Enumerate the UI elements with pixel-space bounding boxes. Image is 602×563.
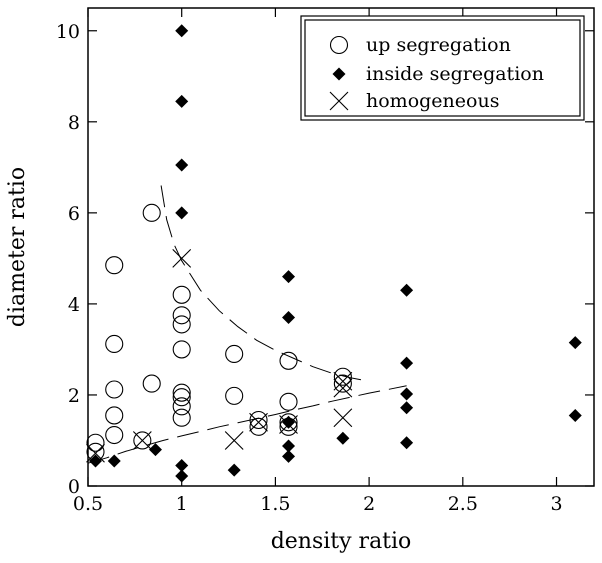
- inside-segregation-point: [148, 443, 162, 457]
- homogeneous-point: [333, 378, 353, 398]
- fit-curve-2: [87, 385, 407, 464]
- y-axis-label: diameter ratio: [5, 167, 30, 327]
- plot-frame: [87, 7, 595, 487]
- inside-segregation-point: [175, 94, 189, 108]
- inside-segregation-point: [175, 469, 189, 483]
- up-segregation-point: [172, 315, 191, 334]
- up-segregation-point: [172, 397, 191, 416]
- legend-marker-inside-segregation: [332, 67, 346, 81]
- legend-label-inside-segregation: inside segregation: [366, 63, 544, 85]
- homogeneous-point: [279, 415, 298, 434]
- x-tick-label: 0.5: [73, 493, 103, 515]
- up-segregation-point: [142, 203, 161, 222]
- homogeneous-point: [86, 443, 105, 463]
- homogeneous-point: [333, 371, 353, 391]
- up-segregation-point: [279, 413, 298, 432]
- up-segregation-point: [172, 340, 191, 359]
- legend-label-up-segregation: up segregation: [366, 34, 511, 56]
- inside-segregation-point: [282, 439, 296, 453]
- up-segregation-point: [142, 374, 161, 393]
- x-tick-label: 2.5: [448, 493, 478, 515]
- y-tick-label: 10: [56, 21, 80, 43]
- x-tick-label: 1: [176, 493, 188, 515]
- legend-marker-up-segregation: [329, 35, 349, 55]
- inside-segregation-point: [400, 387, 414, 401]
- x-tick-label: 1.5: [260, 493, 290, 515]
- up-segregation-point: [249, 417, 268, 436]
- inside-segregation-point: [175, 206, 189, 220]
- legend-marker-homogeneous: [329, 91, 349, 111]
- up-segregation-point: [249, 410, 268, 430]
- up-segregation-point: [225, 344, 244, 364]
- up-segregation-point: [105, 334, 124, 354]
- up-segregation-point: [333, 374, 352, 393]
- legend-frame-outer: [300, 15, 585, 121]
- inside-segregation-point: [175, 459, 189, 473]
- inside-segregation-point: [400, 283, 414, 297]
- inside-segregation-point: [107, 454, 121, 468]
- inside-segregation-point: [175, 24, 189, 38]
- legend-frame-inner: [304, 19, 581, 117]
- legend-label-homogeneous: homogeneous: [366, 90, 499, 112]
- legend: up segregation inside segregation homoge…: [300, 15, 585, 121]
- legend-markers: [329, 35, 349, 111]
- x-tick-label: 3: [550, 493, 562, 515]
- up-segregation-point: [105, 256, 124, 275]
- inside-segregation-point: [282, 270, 296, 284]
- y-tick-label: 4: [68, 294, 80, 316]
- y-tick-label: 0: [68, 476, 80, 498]
- up-segregation-point: [225, 386, 244, 405]
- inside-segregation-point: [282, 449, 296, 463]
- inside-segregation-point: [175, 158, 189, 172]
- fit-curve-1: [160, 185, 370, 382]
- homogeneous-point: [333, 408, 353, 428]
- up-segregation-point: [172, 383, 191, 402]
- y-tick-label: 8: [68, 112, 80, 134]
- up-segregation-point: [279, 351, 298, 370]
- up-segregation-point: [279, 392, 298, 411]
- up-segregation-point: [172, 306, 191, 325]
- inside-segregation-point: [400, 356, 414, 370]
- inside-segregation-point: [568, 336, 582, 350]
- y-tick-label: 6: [68, 203, 80, 225]
- up-segregation-point: [105, 425, 124, 445]
- up-segregation-point: [105, 406, 124, 425]
- up-segregation-point: [333, 367, 352, 386]
- up-segregation-point: [133, 431, 152, 450]
- inside-segregation-point: [282, 311, 296, 325]
- homogeneous-point: [172, 248, 192, 268]
- y-tick-label: 2: [68, 385, 80, 407]
- up-segregation-point: [172, 388, 191, 407]
- inside-segregation-point: [336, 431, 350, 445]
- homogeneous-point: [132, 431, 152, 450]
- inside-segregation-point: [400, 401, 414, 415]
- homogeneous-point: [224, 431, 244, 450]
- x-tick-label: 2: [363, 493, 375, 515]
- up-segregation-point: [105, 380, 124, 399]
- inside-segregation-point: [400, 436, 414, 450]
- inside-segregation-point: [227, 463, 241, 477]
- inside-segregation-point: [568, 408, 582, 422]
- inside-segregation-point: [88, 454, 102, 468]
- x-axis-label: density ratio: [271, 529, 412, 554]
- homogeneous-point: [249, 412, 268, 432]
- axis-ticks: 0.5 1 1.5 2 2.5 3 0 2 4 6 8 10: [56, 8, 594, 515]
- up-segregation-point: [172, 408, 191, 427]
- up-segregation-point: [86, 433, 105, 452]
- inside-segregation-point: [282, 415, 296, 429]
- fit-curves: [87, 185, 407, 464]
- up-segregation-point: [172, 285, 191, 304]
- data-markers: [86, 24, 582, 483]
